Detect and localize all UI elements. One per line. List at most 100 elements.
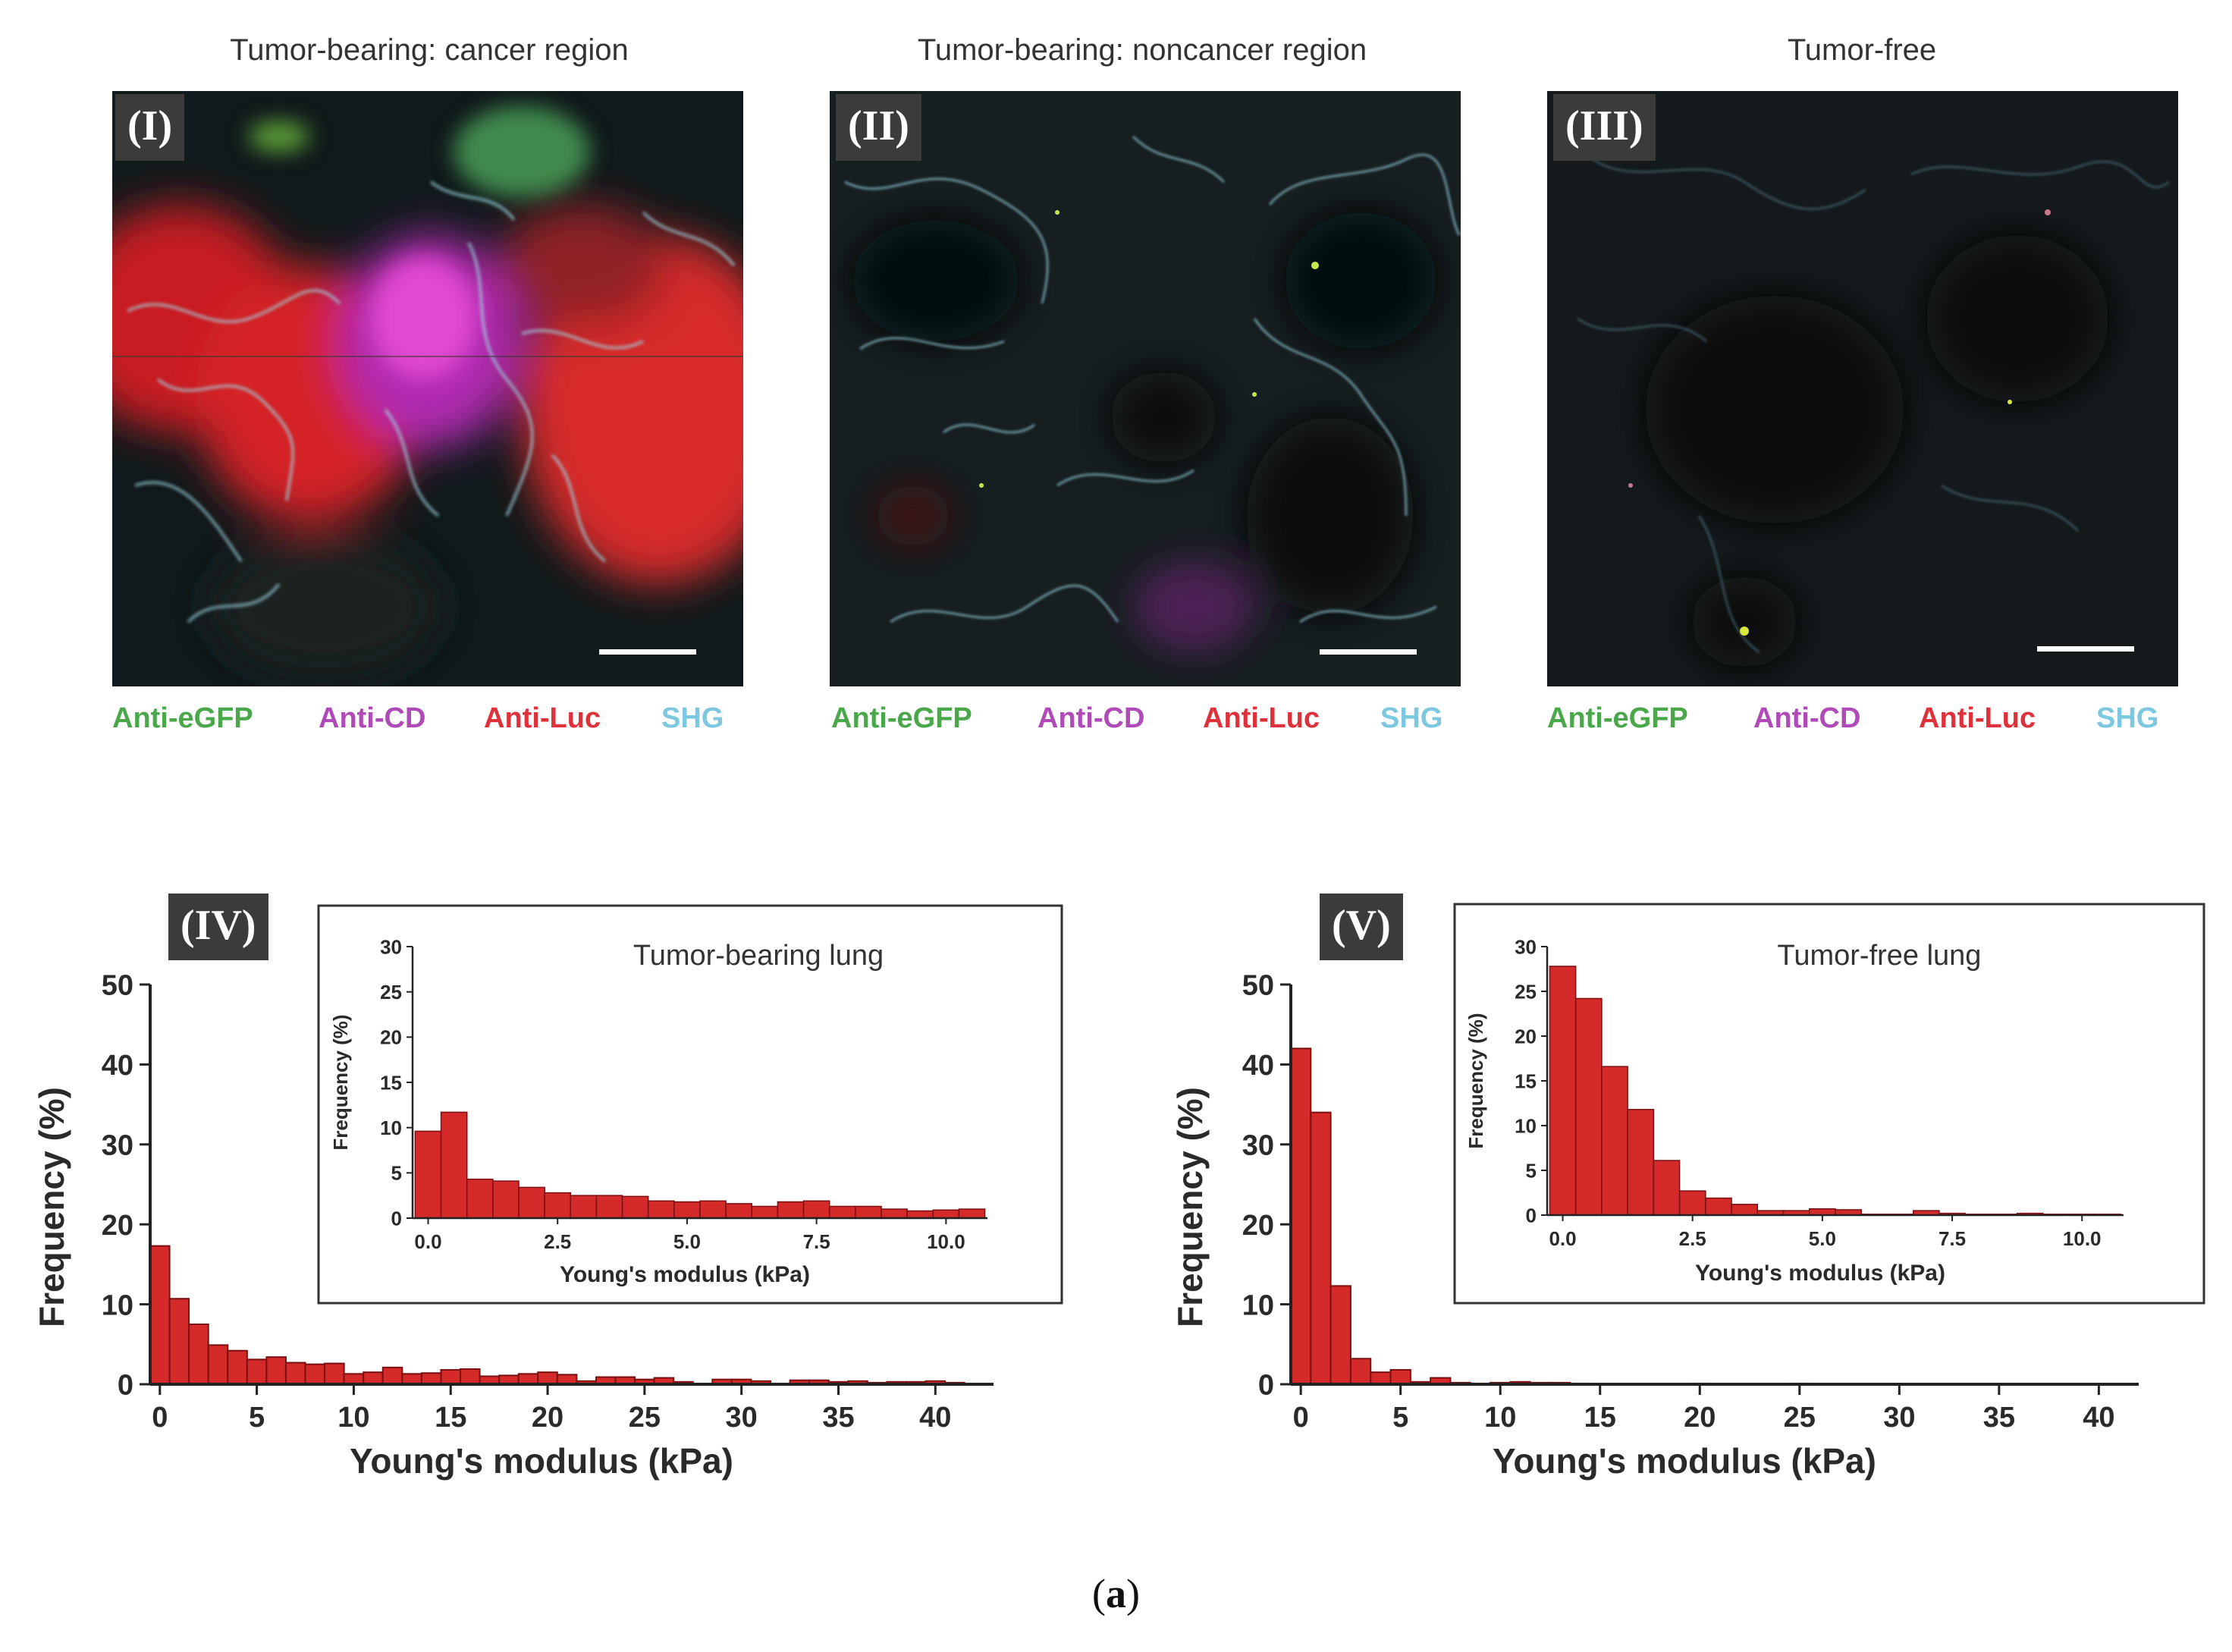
- y-axis-label: Frequency (%): [32, 1087, 71, 1327]
- scale-bar-2: [1320, 649, 1417, 655]
- x-tick-label: 10: [337, 1402, 369, 1434]
- caption-letter: a: [1106, 1571, 1126, 1616]
- histogram-bar: [207, 1344, 229, 1386]
- y-tick-label: 5: [391, 1162, 402, 1185]
- y-tick-label: 10: [1242, 1289, 1274, 1321]
- histogram-bar: [1731, 1204, 1759, 1216]
- y-tick-label: 30: [380, 935, 402, 958]
- legend-cd: Anti-CD: [1753, 702, 1861, 734]
- histogram-bar: [1705, 1197, 1732, 1216]
- histogram-bar: [881, 1208, 908, 1219]
- histogram-bar: [1574, 997, 1603, 1216]
- histogram-bar: [324, 1362, 345, 1385]
- y-tick-label: 30: [1242, 1129, 1274, 1161]
- y-tick-label: 25: [1515, 980, 1537, 1003]
- histogram-bar: [227, 1349, 248, 1386]
- panel-label-1: (I): [115, 94, 185, 161]
- y-axis-label: Frequency (%): [1170, 1087, 1210, 1327]
- y-tick-label: 20: [1515, 1025, 1537, 1047]
- x-tick-label: 40: [919, 1402, 951, 1434]
- histogram-bar: [570, 1195, 598, 1219]
- x-tick-label: 7.5: [1938, 1227, 1966, 1250]
- x-tick-label: 10.0: [2063, 1227, 2102, 1250]
- histogram-bar: [1349, 1358, 1372, 1385]
- x-tick-label: 10: [1484, 1402, 1516, 1434]
- micrograph-image-1: [112, 91, 743, 686]
- y-tick-label: 40: [1242, 1050, 1274, 1082]
- y-tick-label: 10: [102, 1289, 133, 1321]
- legend-luc: Anti-Luc: [484, 702, 601, 734]
- panel-label-2: (II): [836, 94, 921, 161]
- histogram-bar: [544, 1192, 572, 1219]
- histogram-bar: [492, 1180, 520, 1219]
- x-tick-label: 2.5: [544, 1230, 571, 1253]
- y-tick-label: 20: [1242, 1210, 1274, 1242]
- histogram-bar: [246, 1358, 268, 1386]
- figure-caption: (a): [0, 1570, 2232, 1617]
- legend-luc: Anti-Luc: [1919, 702, 2036, 734]
- histogram-bar: [537, 1371, 558, 1385]
- histogram-bar: [699, 1200, 727, 1219]
- x-tick-label: 35: [1983, 1402, 2015, 1434]
- scale-bar-3: [2037, 646, 2134, 652]
- x-tick-label: 40: [2083, 1402, 2114, 1434]
- x-tick-label: 25: [629, 1402, 661, 1434]
- legend-shg: SHG: [1380, 702, 1443, 734]
- y-tick-label: 15: [380, 1071, 402, 1094]
- y-tick-label: 10: [1515, 1114, 1537, 1137]
- histogram-bar: [168, 1298, 190, 1386]
- y-tick-label: 20: [380, 1026, 402, 1049]
- histogram-bar: [420, 1372, 442, 1386]
- x-tick-label: 20: [1684, 1402, 1716, 1434]
- histogram-bar: [1653, 1160, 1681, 1216]
- micrograph-panel-2: (II): [830, 91, 1461, 686]
- histogram-bar: [958, 1208, 986, 1219]
- histogram-bar: [381, 1366, 403, 1385]
- histogram-bar: [460, 1368, 481, 1385]
- x-tick-label: 7.5: [803, 1230, 830, 1253]
- histogram-bar: [265, 1356, 287, 1385]
- x-tick-label: 20: [532, 1402, 563, 1434]
- x-tick-label: 15: [1584, 1402, 1616, 1434]
- panel-label-3: (III): [1553, 94, 1656, 161]
- y-tick-label: 0: [1258, 1370, 1274, 1402]
- micrograph-panel-3: (III): [1547, 91, 2178, 686]
- legend-luc: Anti-Luc: [1203, 702, 1320, 734]
- x-tick-label: 15: [435, 1402, 466, 1434]
- inset-y-axis-label: Frequency (%): [1464, 1013, 1487, 1148]
- histogram-bar: [188, 1323, 209, 1385]
- histogram-bar: [1370, 1371, 1392, 1385]
- histogram-bar: [517, 1373, 539, 1385]
- legend-shg: SHG: [661, 702, 724, 734]
- histogram-bar: [149, 1245, 171, 1385]
- histogram-bar: [828, 1205, 856, 1219]
- legend-cd: Anti-CD: [319, 702, 426, 734]
- stain-legend-2: Anti-eGFP Anti-CD Anti-Luc SHG: [831, 702, 1468, 740]
- x-tick-label: 30: [1883, 1402, 1915, 1434]
- chart-label-5: (V): [1320, 894, 1403, 960]
- panel-title-2: Tumor-bearing: noncancer region: [917, 33, 1367, 67]
- y-tick-label: 25: [380, 981, 402, 1003]
- histogram-bar: [363, 1371, 384, 1385]
- x-tick-label: 5.0: [1809, 1227, 1836, 1250]
- histogram-bar: [802, 1200, 830, 1219]
- histogram-bar: [343, 1373, 365, 1385]
- histogram-bar: [1310, 1111, 1332, 1385]
- micrograph-image-2: [830, 91, 1461, 686]
- y-tick-label: 20: [102, 1210, 133, 1242]
- histogram-bar: [518, 1186, 545, 1219]
- panel-title-3: Tumor-free: [1787, 33, 1937, 67]
- histogram-bar: [1549, 966, 1577, 1216]
- y-tick-label: 30: [1515, 935, 1537, 958]
- histogram-bar: [725, 1203, 753, 1219]
- histogram-bar: [1290, 1047, 1312, 1385]
- histogram-bar: [1601, 1066, 1628, 1216]
- y-tick-label: 30: [102, 1129, 133, 1161]
- x-tick-label: 0.0: [1549, 1227, 1576, 1250]
- x-tick-label: 2.5: [1679, 1227, 1706, 1250]
- inset-x-axis-label: Young's modulus (kPa): [1695, 1261, 1945, 1286]
- histogram-bar: [777, 1201, 805, 1219]
